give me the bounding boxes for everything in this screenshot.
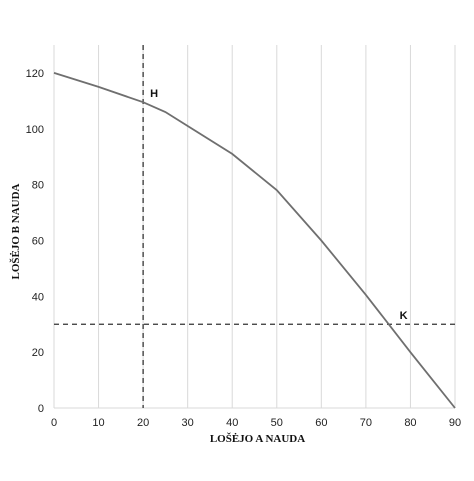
y-tick-label: 80 xyxy=(32,180,44,192)
y-tick-label: 60 xyxy=(32,235,44,247)
annotation-h: H xyxy=(150,88,158,100)
series-line-0 xyxy=(53,72,456,409)
x-tick-label: 40 xyxy=(226,417,238,429)
x-tick-labels: 0 10 20 30 40 50 60 70 80 90 xyxy=(51,417,461,429)
y-axis-title: LOŠĖJO B NAUDA xyxy=(9,183,22,279)
x-tick-label: 50 xyxy=(271,417,283,429)
grid-lines xyxy=(53,45,456,409)
x-tick-label: 30 xyxy=(182,417,194,429)
x-tick-label: 80 xyxy=(404,417,416,429)
x-tick-label: 10 xyxy=(92,417,104,429)
y-tick-label: 20 xyxy=(32,347,44,359)
annotation-k: K xyxy=(400,310,408,322)
annotations: HK xyxy=(150,88,408,322)
y-tick-label: 120 xyxy=(26,68,44,80)
reference-lines xyxy=(54,45,455,408)
x-tick-label: 70 xyxy=(360,417,372,429)
y-tick-label: 40 xyxy=(32,291,44,303)
y-tick-labels: 0 20 40 60 80 100 120 xyxy=(26,68,44,415)
x-tick-label: 0 xyxy=(51,417,57,429)
y-tick-label: 0 xyxy=(38,403,44,415)
series-layer xyxy=(53,72,456,409)
x-tick-label: 20 xyxy=(137,417,149,429)
x-tick-label: 90 xyxy=(449,417,461,429)
x-tick-label: 60 xyxy=(315,417,327,429)
x-axis-title: LOŠĖJO A NAUDA xyxy=(210,432,305,445)
y-tick-label: 100 xyxy=(26,124,44,136)
